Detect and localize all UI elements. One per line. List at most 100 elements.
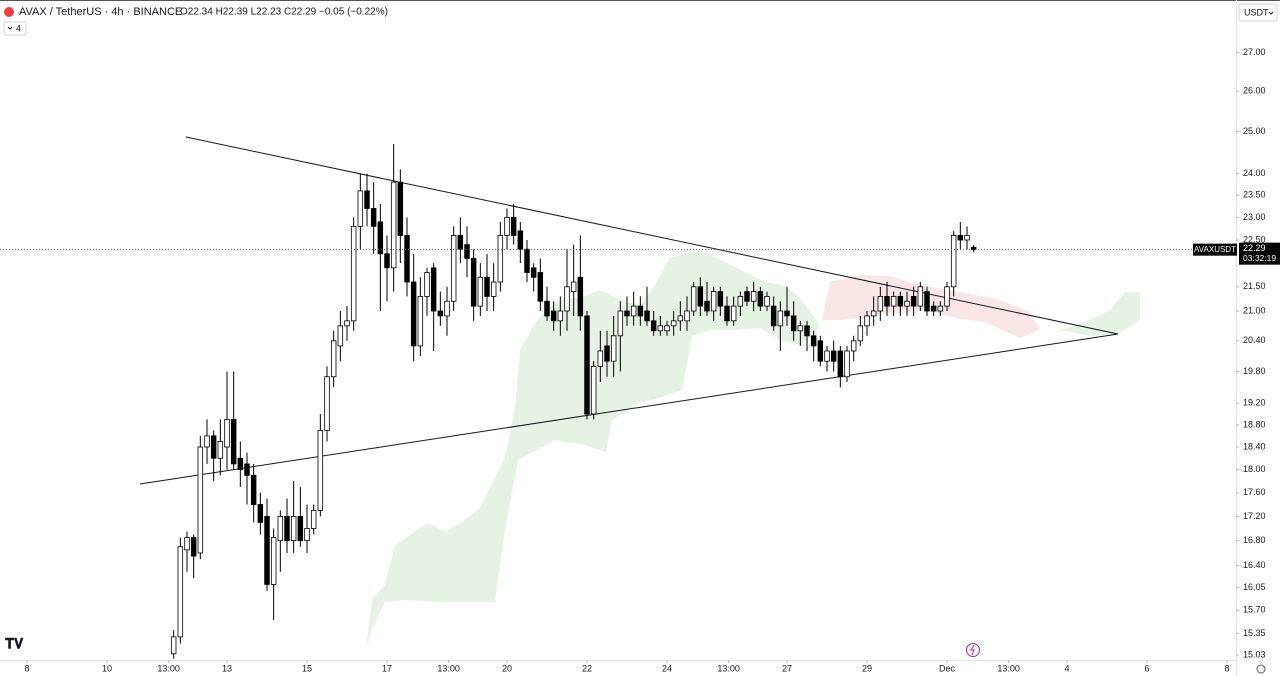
candle-body: [644, 310, 650, 322]
candle-body: [710, 291, 717, 312]
x-tick-label: 22: [582, 663, 592, 673]
x-tick-label: 13:00: [157, 663, 180, 673]
candle-body: [757, 291, 764, 307]
candle-body: [904, 300, 910, 307]
candle-body: [210, 435, 217, 459]
candle-body: [324, 376, 330, 431]
candle-body: [170, 636, 177, 655]
lightning-icon: [970, 644, 975, 656]
candle-body: [617, 310, 624, 337]
symbol-title[interactable]: AVAX / TetherUS · 4h · BINANCE: [19, 6, 182, 18]
candle-body: [517, 230, 524, 250]
candle-body: [717, 291, 724, 307]
x-tick-label: 10: [102, 663, 112, 673]
candle-body: [397, 181, 404, 236]
candle-body: [777, 310, 784, 327]
candle-body: [664, 325, 670, 332]
y-tick-label: 15.35: [1243, 628, 1266, 638]
x-tick-label: 13:00: [437, 663, 460, 673]
candle-body: [824, 350, 830, 362]
candle-body: [510, 216, 517, 236]
x-tick-label: 8: [1224, 663, 1229, 673]
candle-body: [684, 310, 690, 322]
candle-body: [637, 305, 644, 317]
candle-body: [184, 537, 190, 551]
candle-body: [584, 315, 590, 415]
candle-body: [950, 235, 957, 288]
x-tick-label: 6: [1144, 663, 1149, 673]
candle-body: [444, 300, 450, 317]
candle-body: [544, 300, 550, 317]
candle-body: [590, 365, 597, 415]
candle-body: [457, 235, 464, 250]
candle-body: [890, 296, 897, 307]
candle-body: [650, 320, 657, 332]
x-tick-label: 27: [782, 663, 792, 673]
candle-body: [670, 320, 677, 327]
x-tick-label: 29: [862, 663, 872, 673]
candle-body: [277, 516, 284, 542]
candle-body: [224, 419, 230, 448]
y-tick-label: 25.00: [1243, 126, 1266, 136]
candle-body: [217, 441, 224, 459]
candle-body: [570, 281, 577, 292]
cloud-green-future: [1060, 292, 1140, 336]
candle-body: [424, 272, 430, 297]
y-tick-label: 15.03: [1243, 650, 1266, 660]
cloud-green: [366, 250, 818, 650]
candle-body: [244, 463, 250, 476]
candle-body: [317, 429, 324, 511]
candle-body: [730, 305, 737, 322]
candle-body: [310, 510, 317, 529]
candle-body: [237, 457, 244, 471]
candle-body: [604, 345, 610, 362]
y-tick-label: 17.60: [1243, 487, 1266, 497]
candle-body: [764, 296, 770, 307]
candle-body: [624, 310, 630, 317]
candle-body: [957, 235, 964, 241]
y-tick-label: 21.50: [1243, 281, 1266, 291]
candle-body: [870, 310, 877, 317]
candle-body: [470, 258, 477, 307]
candle-body: [690, 286, 697, 312]
y-tick-label: 19.80: [1243, 366, 1266, 376]
candle-body: [177, 546, 184, 638]
x-tick-label: 8: [24, 663, 29, 673]
candle-body: [497, 235, 504, 283]
candle-body: [790, 315, 797, 332]
candle-body: [830, 350, 837, 362]
price-tag: [1239, 242, 1280, 265]
y-tick-label: 27.00: [1243, 47, 1266, 57]
candle-body: [930, 305, 937, 312]
countdown-label: 03:32:19: [1243, 253, 1276, 263]
y-tick-label: 16.40: [1243, 560, 1266, 570]
candle-body: [484, 276, 490, 297]
candle-body: [264, 516, 270, 585]
currency-select[interactable]: [1238, 3, 1278, 22]
candle-body: [810, 335, 817, 347]
candle-body: [844, 350, 850, 378]
symbol-tag: [1193, 243, 1237, 256]
candle-body: [884, 296, 890, 307]
candle-body: [230, 419, 237, 465]
candle-body: [337, 325, 344, 347]
y-tick-label: 21.00: [1243, 305, 1266, 315]
indicator-toggle[interactable]: [3, 21, 27, 36]
candle-body: [704, 300, 710, 312]
settings-icon[interactable]: [1256, 664, 1266, 674]
candle-body: [330, 340, 337, 378]
y-tick-label: 26.00: [1243, 86, 1266, 96]
chevron-icon: [7, 26, 13, 30]
ohlc-legend: O22.34 H22.39 L22.23 C22.29 −0.05 (−0.22…: [180, 7, 388, 18]
candle-body: [970, 246, 977, 251]
candle-body: [537, 272, 544, 302]
lightning-button[interactable]: [966, 643, 980, 657]
y-tick-label: 23.00: [1243, 212, 1266, 222]
candle-body: [557, 310, 564, 322]
candle-body: [464, 244, 470, 259]
tv-logo: 𝐓𝐕: [5, 636, 24, 652]
candle-body: [384, 253, 390, 269]
y-tick-label: 18.00: [1243, 464, 1266, 474]
candle-body: [944, 286, 950, 307]
